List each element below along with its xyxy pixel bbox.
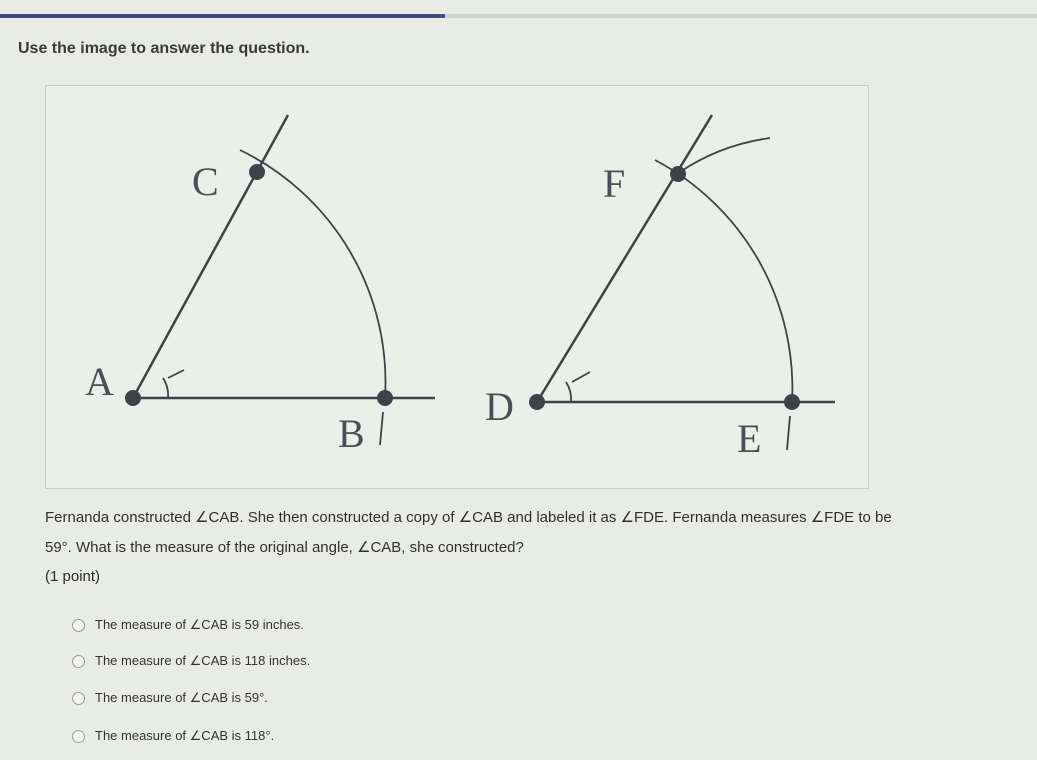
angle-tick: [571, 371, 591, 383]
ray-df: [535, 114, 714, 403]
figure: C A B F D E: [85, 114, 835, 461]
point-a: [125, 390, 141, 406]
ray-ac: [131, 114, 290, 399]
answer-option[interactable]: The measure of ∠CAB is 118°.: [72, 728, 274, 744]
arc-intersect: [679, 137, 771, 173]
label-a: A: [85, 359, 114, 404]
angle-arc: [162, 377, 169, 399]
point-e: [784, 394, 800, 410]
answer-option[interactable]: The measure of ∠CAB is 59 inches.: [72, 617, 304, 633]
question-line: Fernanda constructed ∠CAB. She then cons…: [45, 509, 892, 526]
question-line: 59°. What is the measure of the original…: [45, 539, 524, 556]
option-text: The measure of ∠CAB is 118°.: [95, 728, 275, 743]
label-d: D: [485, 384, 514, 429]
small-mark: [786, 415, 791, 451]
point-b: [377, 390, 393, 406]
point-d: [529, 394, 545, 410]
progress-bar: [0, 14, 445, 18]
prompt: Use the image to answer the question.: [18, 40, 310, 57]
option-text: The measure of ∠CAB is 59 inches.: [95, 617, 304, 632]
right-construction: [529, 114, 835, 451]
points: (1 point): [45, 568, 101, 585]
left-construction: [125, 114, 435, 446]
option-text: The measure of ∠CAB is 118 inches.: [95, 653, 311, 668]
answer-option[interactable]: The measure of ∠CAB is 118 inches.: [72, 653, 310, 669]
label-e: E: [737, 416, 761, 461]
radio[interactable]: [72, 729, 85, 743]
arc-fe: [654, 159, 794, 403]
label-b: B: [338, 411, 365, 456]
label-f: F: [603, 161, 625, 206]
progress-track: [0, 14, 1037, 18]
radio[interactable]: [72, 654, 85, 668]
answer-option[interactable]: The measure of ∠CAB is 59°.: [72, 690, 268, 706]
angle-tick: [167, 369, 185, 379]
option-text: The measure of ∠CAB is 59°.: [95, 690, 268, 705]
small-mark: [379, 411, 384, 446]
angle-arc: [565, 381, 572, 403]
point-f: [670, 166, 686, 182]
figure-box: [45, 85, 869, 489]
radio[interactable]: [72, 691, 85, 705]
label-c: C: [192, 159, 219, 204]
radio[interactable]: [72, 618, 85, 632]
arc-cb: [239, 149, 387, 399]
point-c: [249, 164, 265, 180]
